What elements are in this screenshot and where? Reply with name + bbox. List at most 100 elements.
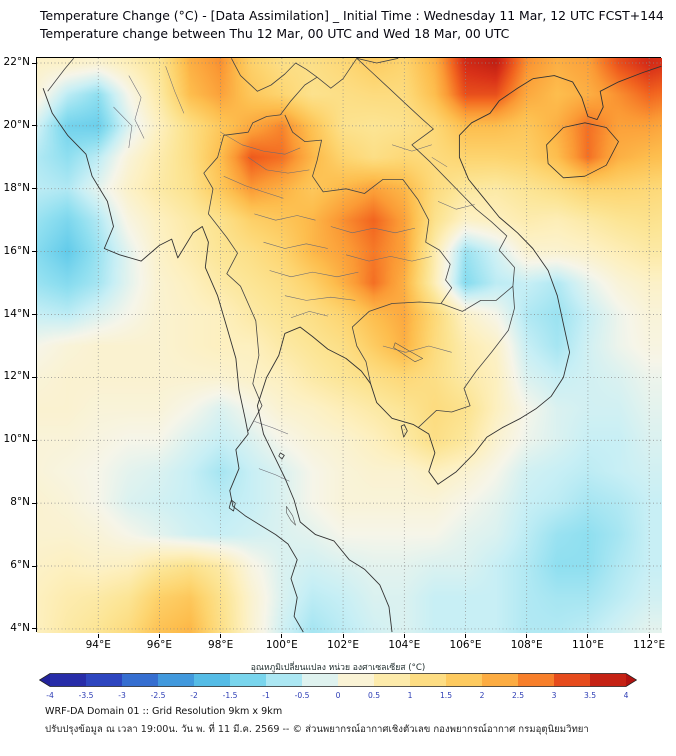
x-tick-label: 108°E [510, 639, 543, 651]
province-boundary [284, 295, 356, 301]
x-tick-label: 94°E [85, 639, 111, 651]
y-tick-mark [32, 628, 36, 630]
colorbar-tick-label: 4 [623, 691, 629, 700]
country-border [417, 286, 515, 428]
map-overlay-svg [37, 58, 662, 633]
country-border [279, 76, 318, 116]
colorbar-tick-label: -2 [190, 691, 198, 700]
x-tick-mark [158, 634, 160, 638]
province-boundary [254, 213, 316, 221]
colorbar-tick-label: 0 [335, 691, 341, 700]
colorbar-segment [194, 673, 231, 687]
x-tick-label: 112°E [633, 639, 666, 651]
y-tick-label: 14°N [3, 307, 30, 320]
heatmap-canvas [37, 58, 662, 633]
y-tick-label: 12°N [3, 370, 30, 383]
x-tick-mark [465, 634, 466, 638]
y-tick-label: 18°N [3, 181, 30, 194]
colorbar-tick-label: 0.5 [367, 691, 381, 700]
coastline [256, 78, 571, 633]
province-boundary [248, 157, 310, 174]
chart-title-line2: Temperature change between Thu 12 Mar, 0… [40, 26, 510, 41]
country-border [356, 58, 515, 287]
colorbar-segment [338, 673, 375, 687]
colorbar-tick-label: -3 [118, 691, 126, 700]
x-tick-label: 110°E [571, 639, 604, 651]
colorbar-tick-label: -2.5 [150, 691, 166, 700]
colorbar-tick-label: 2.5 [511, 691, 525, 700]
x-tick-mark [526, 634, 528, 638]
province-boundary [113, 106, 133, 148]
island-outline [546, 122, 619, 179]
colorbar-segment [374, 673, 411, 687]
x-tick-label: 100°E [265, 639, 298, 651]
colorbar-segment [410, 673, 447, 687]
y-tick-mark [32, 314, 36, 316]
coastline [532, 65, 662, 121]
country-border [231, 58, 318, 92]
colorbar-tick-label: -4 [46, 691, 54, 700]
colorbar-tick-label: -1.5 [222, 691, 238, 700]
x-tick-mark [587, 634, 589, 638]
country-border [203, 114, 281, 432]
colorbar-tick-label: -3.5 [78, 691, 94, 700]
map-plot-area [36, 57, 662, 633]
y-tick-label: 16°N [3, 244, 30, 257]
x-tick-label: 96°E [146, 639, 173, 651]
y-tick-label: 22°N [3, 56, 30, 69]
y-tick-label: 10°N [3, 433, 30, 446]
colorbar-segment [446, 673, 483, 687]
colorbar-segment [86, 673, 123, 687]
colorbar-segment [554, 673, 591, 687]
colorbar-tick-label: 3.5 [583, 691, 597, 700]
colorbar-outline [39, 673, 637, 687]
chart-title-line1: Temperature Change (°C) - [Data Assimila… [40, 8, 664, 23]
colorbar-label: อุณหภูมิเปลี่ยนแปลง หน่วย องศาเซลเซียส (… [250, 663, 426, 673]
colorbar-tick-label: -1 [262, 691, 270, 700]
country-border [351, 301, 442, 384]
colorbar-tick-label: 1.5 [439, 691, 453, 700]
x-tick-mark [648, 634, 650, 638]
province-boundary [263, 241, 328, 249]
province-boundary [269, 270, 359, 278]
province-boundary [220, 131, 301, 155]
y-tick-label: 6°N [10, 559, 30, 572]
province-boundary [431, 157, 448, 168]
colorbar-tick-label: 1 [407, 691, 413, 700]
province-boundary [290, 311, 328, 318]
x-tick-mark [342, 634, 344, 638]
colorbar-segment [50, 673, 87, 687]
y-tick-label: 4°N [10, 621, 30, 634]
province-boundary [437, 201, 475, 210]
province-boundary [223, 175, 284, 199]
credit-line: ปรับปรุงข้อมูล ณ เวลา 19:00น. วัน พ. ที่… [45, 724, 589, 735]
country-border [47, 58, 75, 92]
colorbar-segment [482, 673, 519, 687]
province-boundary [391, 144, 432, 152]
island-outline [400, 424, 408, 438]
colorbar-right-arrow [626, 673, 637, 687]
y-tick-mark [32, 565, 36, 567]
colorbar-segment [302, 673, 339, 687]
colorbar-segment [158, 673, 195, 687]
province-boundary [346, 254, 432, 262]
country-border [284, 114, 453, 304]
x-tick-label: 104°E [388, 639, 421, 651]
province-boundary [165, 66, 185, 114]
province-boundary [330, 226, 416, 234]
island-outline [278, 452, 285, 460]
y-tick-mark [32, 439, 36, 441]
y-tick-mark [32, 251, 36, 253]
colorbar-segment [518, 673, 555, 687]
y-tick-mark [32, 188, 36, 190]
colorbar [39, 673, 637, 687]
island-outline [228, 499, 236, 512]
domain-info: WRF-DA Domain 01 :: Grid Resolution 9km … [45, 706, 283, 717]
colorbar-segment [122, 673, 159, 687]
x-tick-label: 102°E [327, 639, 360, 651]
y-tick-mark [32, 376, 36, 378]
y-tick-label: 8°N [10, 496, 30, 509]
colorbar-tick-label: 3 [551, 691, 557, 700]
country-border [440, 285, 514, 312]
